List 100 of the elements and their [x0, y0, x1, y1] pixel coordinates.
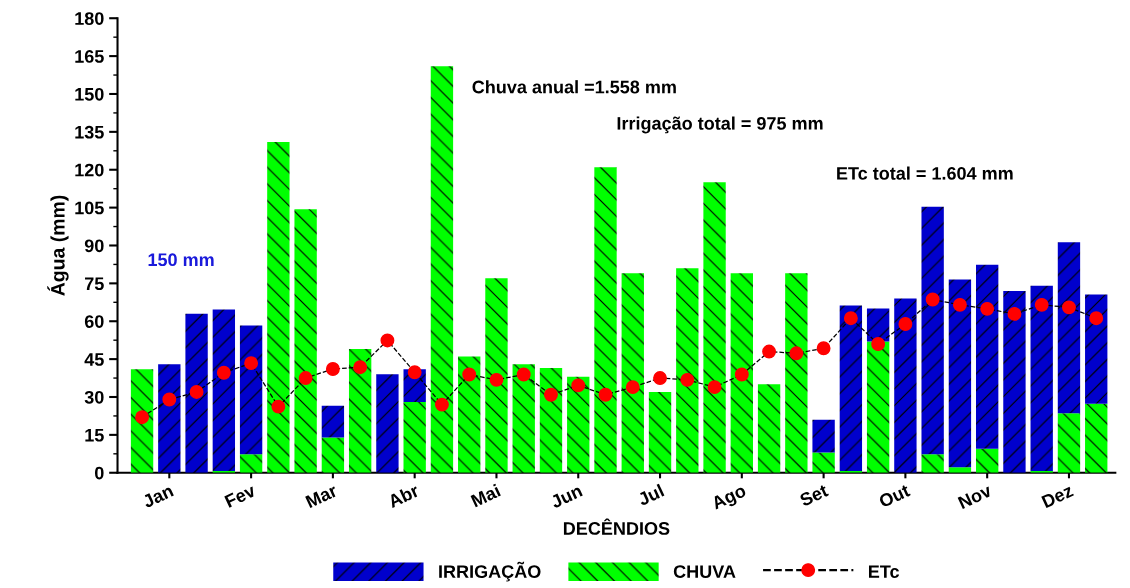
point [380, 333, 395, 348]
y-tick-label: 75 [85, 277, 104, 291]
bar [1085, 294, 1108, 404]
bar [594, 167, 617, 473]
point [162, 392, 177, 407]
point [653, 371, 667, 386]
x-tick-label: Fev [224, 483, 257, 508]
point [407, 365, 422, 380]
point [762, 344, 777, 359]
point [516, 367, 531, 382]
bar [812, 419, 835, 453]
bar [976, 264, 999, 449]
bar [158, 364, 181, 473]
y-tick-label: 180 [75, 12, 104, 25]
y-tick-label: 135 [75, 125, 104, 139]
point [789, 346, 804, 361]
y-tick-label: 0 [95, 466, 104, 480]
point [952, 297, 967, 312]
point [843, 311, 858, 326]
bar [1085, 403, 1108, 473]
bar [921, 206, 944, 455]
point [898, 317, 913, 331]
bar [212, 309, 236, 471]
point [707, 380, 722, 395]
bar [348, 349, 372, 473]
bar [648, 391, 672, 473]
bar [703, 182, 726, 473]
bar [267, 141, 290, 473]
bar [239, 325, 263, 455]
x-axis-title: DECÊNDIOS [563, 518, 670, 535]
point [244, 356, 259, 371]
bar [185, 313, 208, 473]
bar [539, 367, 563, 473]
point [816, 341, 831, 356]
bar [567, 376, 590, 473]
legend-label: CHUVA [673, 565, 736, 578]
y-tick-label: 15 [85, 429, 104, 442]
y-tick-label: 120 [75, 163, 104, 177]
point [680, 372, 695, 387]
bar [1030, 285, 1053, 471]
point [216, 365, 231, 380]
bar [730, 273, 753, 473]
point [1089, 311, 1104, 326]
point [1062, 300, 1076, 315]
bar [921, 454, 944, 473]
bar [1057, 242, 1081, 414]
bar [676, 268, 699, 473]
y-tick-label: 30 [84, 390, 104, 404]
bar [485, 278, 508, 473]
bar [376, 374, 399, 473]
bar [1057, 413, 1081, 473]
point [571, 378, 586, 393]
point [871, 337, 886, 351]
bar [812, 452, 835, 473]
bar [403, 402, 426, 473]
bar [321, 437, 345, 473]
point [271, 399, 286, 414]
x-tick-label: Mar [305, 483, 339, 509]
bar [839, 305, 863, 471]
x-tick-label: Jan [141, 484, 174, 509]
x-tick-label: Dez [1041, 484, 1074, 509]
y-tick-label: 150 [75, 87, 104, 101]
x-tick-label: Out [878, 483, 911, 509]
point [598, 387, 613, 402]
point [544, 387, 558, 402]
bar [321, 405, 345, 438]
bar [458, 356, 481, 473]
x-tick-label: Ago [710, 484, 749, 514]
legend-label: IRRIGAÇÃO [439, 561, 541, 582]
point [434, 397, 449, 412]
y-tick-label: 105 [75, 201, 104, 215]
y-axis-title: Água (mm) [47, 195, 69, 296]
point [980, 301, 995, 316]
bar [866, 341, 890, 473]
bar [239, 454, 263, 473]
y-tick-label: 60 [84, 315, 104, 328]
bar [976, 448, 999, 473]
bar [894, 298, 917, 473]
point [625, 380, 640, 395]
x-tick-label: Abr [386, 483, 421, 509]
x-tick-label: Jul [636, 483, 665, 507]
annotation: ETc total = 1.604 mm [837, 166, 1013, 180]
bar [948, 279, 972, 468]
bar [130, 369, 154, 473]
point [325, 362, 340, 376]
y-tick-label: 165 [75, 50, 104, 63]
bar [757, 384, 781, 473]
y-tick-label: 90 [84, 239, 104, 253]
annotation: 150 mm [148, 253, 214, 267]
bar [1003, 290, 1026, 473]
legend-label: ETc [868, 565, 900, 578]
bar [430, 66, 454, 473]
x-tick-label: Set [798, 483, 830, 507]
bar [785, 273, 808, 473]
x-tick-label: Nov [957, 483, 993, 510]
point [925, 292, 940, 307]
bar [512, 364, 535, 473]
annotation: Chuva anual =1.558 mm [472, 80, 676, 94]
y-tick-label: 45 [84, 353, 104, 366]
point [1034, 297, 1049, 312]
